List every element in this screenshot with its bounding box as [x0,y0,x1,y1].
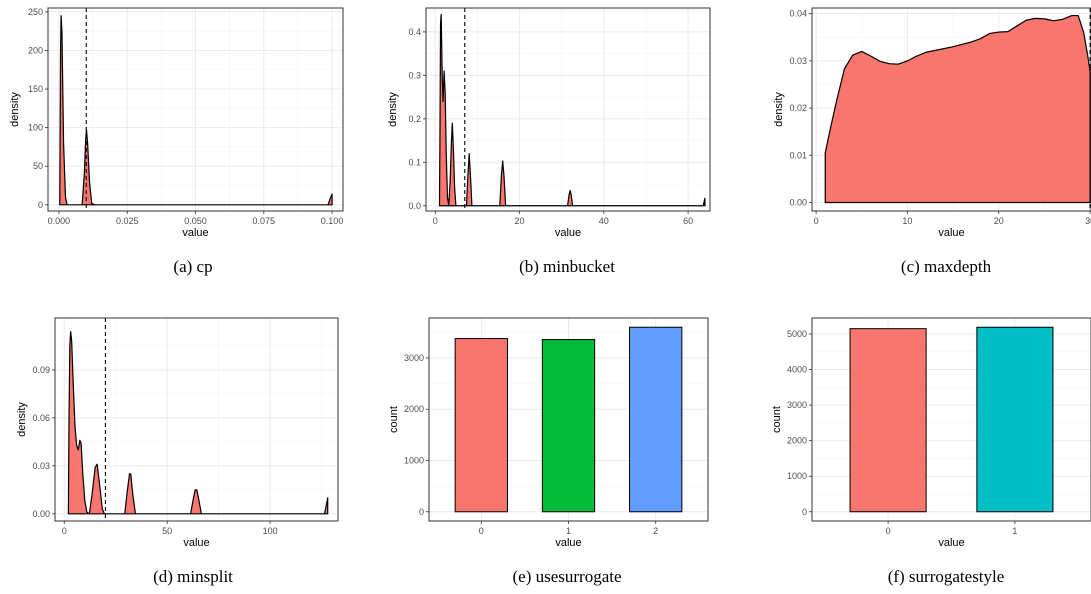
x-tick-label: 0.075 [253,216,276,226]
panel-border [811,7,1091,212]
plot-area [55,318,338,521]
gridlines [426,8,710,211]
x-axis-title: value [555,537,581,549]
subfigure-caption: (f) surrogatestyle [888,567,1005,586]
x-tick-label: 0.050 [184,216,207,226]
y-axis-title: density [9,92,21,127]
y-tick-label: 0.03 [789,56,807,66]
chart-panel-3: 0.00 0.01 0.02 0.03 0.04 0 10 20 30 value density (… [773,7,1091,276]
bar-1 [976,326,1054,513]
chart-panel-1: 0 50 100 150 200 250 0.000 0.025 0.050 0.075 0.100… [9,7,344,276]
y-tick-label: 50 [33,161,43,171]
data-marks [438,8,706,211]
x-tick-label: 100 [263,526,278,536]
x-tick-label: 0 [433,216,438,226]
subfigure-caption: (a) cp [173,257,212,276]
y-tick-label: 2000 [787,436,807,446]
y-tick-label: 0.01 [789,150,807,160]
y-tick-label: 3000 [404,353,424,363]
x-axis-title: value [938,537,964,549]
y-tick-label: 0.00 [789,198,807,208]
y-tick-label: 0.09 [32,365,50,375]
density-area [824,14,1091,204]
density-area [438,13,706,207]
data-marks [67,318,329,521]
y-tick-label: 5000 [787,329,807,339]
bar-2 [629,326,683,513]
chart-panel-5: 0 1000 2000 3000 0 1 2 value count (e) usesurroga… [388,317,709,586]
x-tick-label: 30 [1085,216,1091,226]
panel-border [425,7,711,212]
x-tick-label: 0 [62,526,67,536]
y-tick-label: 1000 [787,471,807,481]
y-axis-title: density [387,92,399,127]
y-tick-label: 4000 [787,365,807,375]
data-marks [849,326,1054,513]
x-tick-label: 0.100 [321,216,344,226]
subfigure-caption: (c) maxdepth [901,257,992,276]
y-tick-label: 0 [419,507,424,517]
x-axis-title: value [555,227,581,239]
x-tick-label: 0 [479,526,484,536]
x-tick-label: 0 [814,216,819,226]
data-marks [824,8,1091,211]
y-tick-label: 0.06 [32,413,50,423]
y-tick-label: 250 [28,7,43,17]
y-axis-title: count [388,406,400,433]
y-tick-label: 0.4 [408,27,421,37]
y-tick-label: 0.2 [408,114,421,124]
y-tick-label: 100 [28,123,43,133]
chart-panel-2: 0.0 0.1 0.2 0.3 0.4 0 20 40 60 value density (b) mi… [387,7,711,276]
y-axis-title: density [16,402,28,437]
y-tick-label: 0.0 [408,201,421,211]
chart-panel-6: 0 1000 2000 3000 4000 5000 0 1 value count (f) sur… [771,317,1091,586]
data-marks [454,326,683,513]
y-tick-label: 0.00 [32,509,50,519]
panel-border [54,317,339,522]
panel-border [811,317,1091,522]
x-tick-label: 20 [515,216,525,226]
x-tick-label: 1 [1012,526,1017,536]
data-marks [59,8,333,211]
x-tick-label: 60 [683,216,693,226]
x-tick-label: 1 [566,526,571,536]
y-tick-label: 0.02 [789,103,807,113]
bar-1 [541,339,596,513]
subfigure-caption: (e) usesurrogate [512,567,621,586]
y-tick-label: 0.3 [408,70,421,80]
subfigure-caption: (b) minbucket [519,257,615,276]
y-tick-label: 0.04 [789,9,807,19]
y-tick-label: 0.03 [32,461,50,471]
x-axis-title: value [182,227,208,239]
subfigure-caption: (d) minsplit [153,567,233,586]
x-tick-label: 50 [162,526,172,536]
x-tick-label: 2 [653,526,658,536]
y-tick-label: 3000 [787,400,807,410]
y-tick-label: 2000 [404,404,424,414]
y-tick-label: 1000 [404,456,424,466]
x-tick-label: 10 [902,216,912,226]
plot-area [426,8,710,211]
x-axis-title: value [183,537,209,549]
bar-0 [454,338,508,513]
x-axis-title: value [938,227,964,239]
x-tick-label: 20 [994,216,1004,226]
x-tick-label: 40 [599,216,609,226]
y-tick-label: 0.1 [408,157,421,167]
y-tick-label: 150 [28,84,43,94]
x-tick-label: 0.025 [116,216,139,226]
density-area [67,330,329,515]
y-tick-label: 200 [28,45,43,55]
y-tick-label: 0 [802,507,807,517]
x-tick-label: 0.000 [48,216,71,226]
chart-panel-4: 0.00 0.03 0.06 0.09 0 50 100 value density (d) mi… [16,317,339,586]
y-axis-title: density [773,92,785,127]
bar-0 [849,328,927,513]
y-axis-title: count [771,406,783,433]
x-tick-label: 0 [886,526,891,536]
y-tick-label: 0 [38,200,43,210]
